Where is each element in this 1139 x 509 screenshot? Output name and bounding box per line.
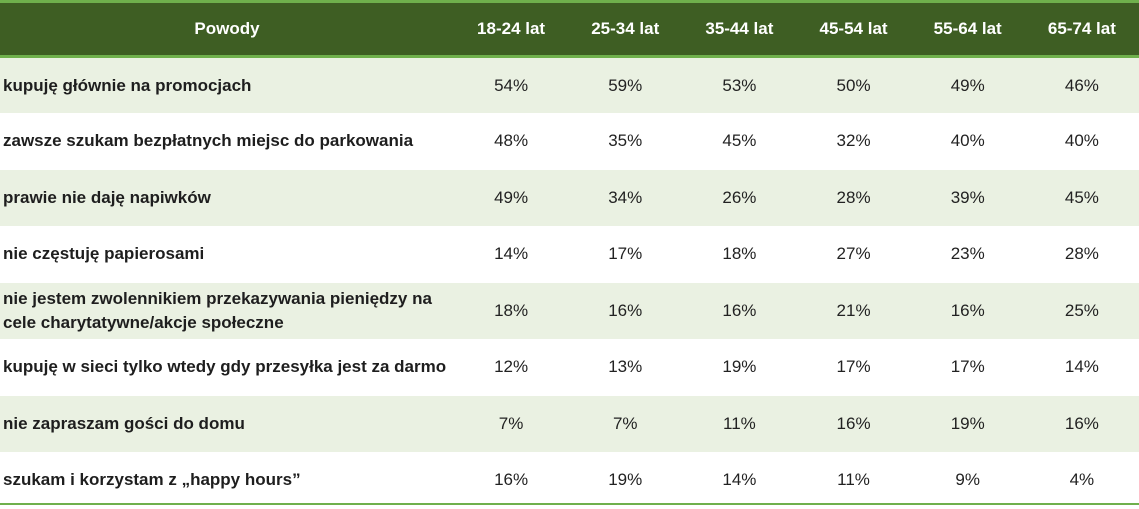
table-cell-value: 45% (722, 131, 757, 151)
table-cell-value: 27% (836, 244, 871, 264)
column-header-25-34: 25-34 lat (591, 19, 660, 38)
column-header-reasons: Powody (194, 19, 260, 38)
column-header-18-24: 18-24 lat (477, 19, 546, 38)
table-row: nie zapraszam gości do domu 7% 7% 11% 16% 19%… (0, 395, 1139, 452)
table-cell-value: 19% (608, 470, 643, 490)
table-cell-value: 25% (1064, 300, 1099, 320)
header-row: Powody 18-24 lat 25-34 lat 35-44 lat 45-… (0, 1, 1139, 57)
table-cell-value: 4% (1069, 470, 1095, 490)
table-row: zawsze szukam bezpłatnych miejsc do park… (0, 113, 1139, 170)
table-cell-value: 19% (950, 413, 985, 433)
table-row: prawie nie daję napiwków 49% 34% 26% 28% 39% 4… (0, 169, 1139, 226)
table-cell-value: 16% (836, 413, 871, 433)
table-cell-value: 12% (494, 357, 529, 377)
column-header-65-74: 65-74 lat (1047, 19, 1116, 38)
table-cell-value: 49% (494, 187, 529, 207)
table-cell-value: 34% (608, 187, 643, 207)
table-cell-value: 40% (950, 131, 985, 151)
table-cell-value: 59% (608, 75, 643, 95)
table-cell-value: 32% (836, 131, 871, 151)
column-header-45-54: 45-54 lat (819, 19, 888, 38)
table-bottom-border (0, 503, 1139, 505)
table-cell-value: 16% (1064, 413, 1099, 433)
row-label: kupuję w sieci tylko wtedy gdy przesyłka… (3, 357, 447, 377)
table-cell-value: 26% (722, 187, 757, 207)
table-cell-value: 11% (723, 413, 756, 433)
table-cell-value: 14% (494, 244, 529, 264)
table-cell-value: 16% (494, 470, 529, 490)
table-cell-value: 13% (608, 357, 643, 377)
table-cell-value: 54% (494, 75, 529, 95)
table-row: szukam i korzystam z „happy hours” 16% 19%… (0, 452, 1139, 509)
row-label: kupuję głównie na promocjach (3, 75, 252, 95)
table-cell-value: 48% (494, 131, 529, 151)
table-cell-value: 49% (950, 75, 985, 95)
row-label: nie jestem zwolennikiem przekazywania pi… (3, 288, 432, 332)
table-cell-value: 14% (722, 470, 757, 490)
table-cell-value: 39% (950, 187, 985, 207)
table-cell-value: 9% (955, 470, 980, 490)
table-cell-value: 46% (1064, 75, 1099, 95)
table-cell-value: 16% (950, 300, 985, 320)
table-cell-value: 17% (950, 357, 985, 377)
row-label: nie zapraszam gości do domu (3, 413, 245, 433)
table-cell-value: 50% (836, 75, 871, 95)
table-cell-value: 28% (836, 187, 871, 207)
table-cell-value: 17% (608, 244, 643, 264)
table-cell-value: 7% (498, 413, 524, 433)
row-label: nie częstuję papierosami (3, 244, 205, 264)
column-header-35-44: 35-44 lat (705, 19, 774, 38)
table-cell-value: 18% (494, 300, 529, 320)
table-cell-value: 23% (950, 244, 985, 264)
row-label: zawsze szukam bezpłatnych miejsc do park… (3, 131, 414, 151)
table-cell-value: 19% (722, 357, 757, 377)
table-cell-value: 7% (612, 413, 638, 433)
table-cell-value: 16% (608, 300, 643, 320)
table-row: nie jestem zwolennikiem przekazywania pi… (0, 282, 1139, 339)
table-cell-value: 11% (837, 470, 870, 490)
table-cell-value: 28% (1064, 244, 1099, 264)
table-cell-value: 45% (1064, 187, 1099, 207)
row-label: prawie nie daję napiwków (3, 187, 211, 207)
table-cell-value: 16% (722, 300, 757, 320)
table-cell-value: 21% (836, 300, 871, 320)
table-cell-value: 35% (608, 131, 643, 151)
table-cell-value: 40% (1064, 131, 1099, 151)
table-header: Powody 18-24 lat 25-34 lat 35-44 lat 45-… (0, 1, 1139, 57)
column-header-55-64: 55-64 lat (933, 19, 1002, 38)
table-row: nie częstuję papierosami 14% 17% 18% 27% 23% 2… (0, 226, 1139, 283)
table-cell-value: 17% (836, 357, 871, 377)
table-body: kupuję głównie na promocjach 54% 59% 53% 50%… (0, 56, 1139, 509)
table-cell-value: 14% (1064, 357, 1099, 377)
table-cell-value: 18% (722, 244, 757, 264)
table-cell-value: 53% (722, 75, 757, 95)
row-label: szukam i korzystam z „happy hours” (3, 470, 301, 490)
table-row: kupuję głównie na promocjach 54% 59% 53% 50%… (0, 56, 1139, 113)
table-row: kupuję w sieci tylko wtedy gdy przesyłka… (0, 339, 1139, 396)
